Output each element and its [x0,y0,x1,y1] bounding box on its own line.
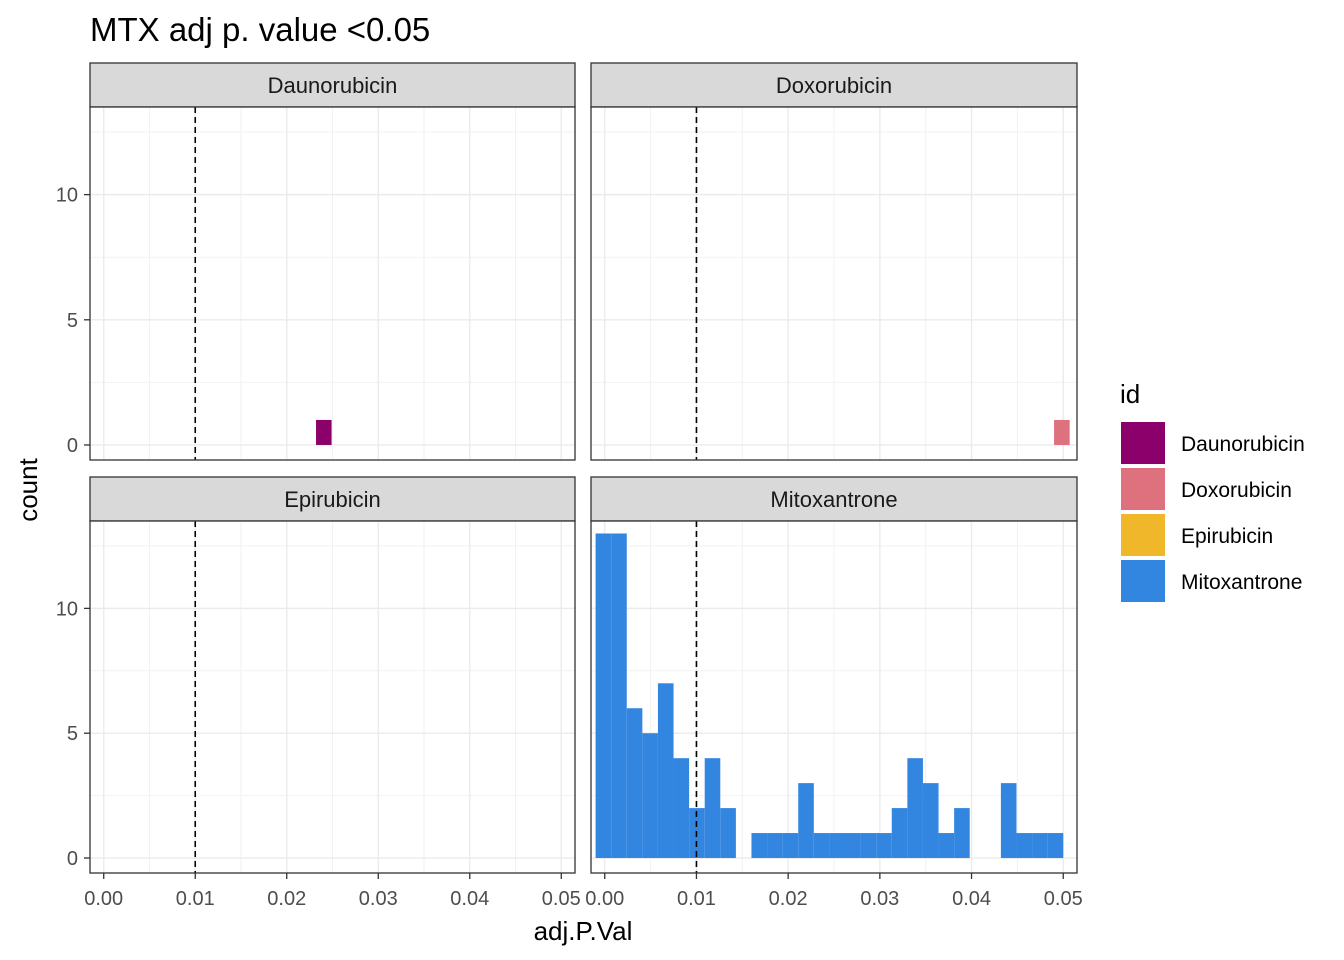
x-tick-label: 0.03 [359,888,398,910]
legend-title: id [1120,379,1140,409]
legend-key-mitoxantrone [1121,560,1165,602]
facet-strip [89,62,576,108]
histogram-bar [611,533,627,859]
histogram-bar [1016,833,1033,859]
histogram-bar [767,833,783,859]
panel-border [89,520,576,874]
histogram-bar [938,833,955,859]
facet-mitoxantrone: Mitoxantrone 0.00 0.01 0.02 0.03 0.04 0.05 [585,476,1083,910]
histogram-bar [782,833,799,859]
x-tick-label: 0.05 [1044,888,1083,910]
legend: id Daunorubicin Doxorubicin Epirubicin Mito… [1120,379,1305,602]
facet-doxorubicin: Doxorubicin [590,62,1078,461]
legend-label-doxorubicin: Doxorubicin [1181,479,1292,502]
y-tick-label: 10 [56,598,78,620]
histogram-bar [1032,833,1048,859]
histogram-bar [657,683,674,859]
y-tick-label: 10 [56,185,78,207]
histogram-bar [642,733,658,859]
histogram-bar [316,419,332,445]
x-tick-label: 0.01 [176,888,215,910]
y-tick-label: 5 [67,310,78,332]
x-tick-label: 0.04 [450,888,489,910]
x-tick-label: 0.00 [84,888,123,910]
x-tick-label: 0.05 [542,888,581,910]
facet-strip [590,476,1078,522]
legend-key-epirubicin [1121,514,1165,556]
histogram-bar [704,758,721,859]
histogram-bar [673,758,690,859]
facets-group: Daunorubicin 0 5 10 Doxorubicin Epirubicin 0 5 1… [56,62,1083,910]
facet-strip [590,62,1078,108]
legend-key-daunorubicin [1121,422,1165,464]
chart-title: MTX adj p. value <0.05 [90,11,430,48]
panel-border [89,106,576,461]
histogram-bar [891,808,908,859]
y-axis-title: count [13,457,43,521]
histogram-bar [798,783,814,859]
histogram-bar [922,783,939,859]
legend-label-daunorubicin: Daunorubicin [1181,433,1305,456]
histogram-bar [1000,783,1017,859]
histogram-bar [595,533,612,859]
y-tick-label: 0 [67,848,78,870]
y-tick-label: 5 [67,723,78,745]
histogram-bar [829,833,846,859]
y-tick-label: 0 [67,435,78,457]
panel-border [590,106,1078,461]
x-tick-label: 0.01 [677,888,716,910]
facet-strip [89,476,576,522]
histogram-bar [626,708,643,859]
histogram-bar [907,758,923,859]
legend-key-doxorubicin [1121,468,1165,510]
histogram-bar [860,833,877,859]
x-tick-label: 0.03 [860,888,899,910]
facet-daunorubicin: Daunorubicin 0 5 10 [56,62,576,461]
x-axis-title: adj.P.Val [534,916,633,946]
panel-border [590,520,1078,874]
facet-strip-label: Doxorubicin [776,73,892,98]
x-tick-label: 0.04 [952,888,991,910]
legend-label-epirubicin: Epirubicin [1181,525,1273,548]
histogram-bar [720,808,736,859]
x-tick-label: 0.00 [585,888,624,910]
facet-strip-label: Epirubicin [284,487,381,512]
x-tick-label: 0.02 [769,888,808,910]
facet-epirubicin: Epirubicin 0 5 10 0.00 0.01 0.02 0.03 0.04 0.05 [56,476,581,910]
facet-strip-label: Mitoxantrone [770,487,897,512]
histogram-bar [954,808,970,859]
histogram-bar [1054,419,1070,445]
histogram-bar [751,833,768,859]
legend-label-mitoxantrone: Mitoxantrone [1181,571,1302,594]
histogram-bar [813,833,830,859]
facet-strip-label: Daunorubicin [268,73,398,98]
histogram-bar [876,833,892,859]
histogram-bar [1047,833,1064,859]
histogram-bar [845,833,861,859]
x-tick-label: 0.02 [267,888,306,910]
